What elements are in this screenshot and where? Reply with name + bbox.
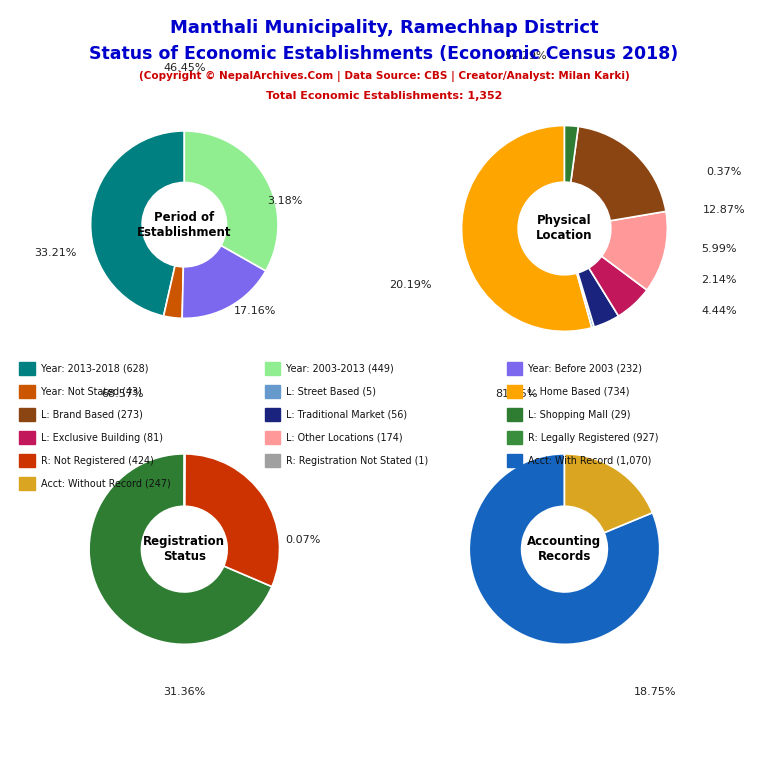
Text: 17.16%: 17.16% xyxy=(233,306,276,316)
Text: 0.37%: 0.37% xyxy=(707,167,742,177)
Wedge shape xyxy=(571,127,666,220)
Wedge shape xyxy=(89,454,272,644)
Wedge shape xyxy=(164,266,184,318)
Wedge shape xyxy=(184,454,280,587)
Text: 81.25%: 81.25% xyxy=(495,389,538,399)
Wedge shape xyxy=(462,125,592,331)
Text: 31.36%: 31.36% xyxy=(163,687,206,697)
Text: Accounting
Records: Accounting Records xyxy=(528,535,601,563)
Text: Year: Not Stated (43): Year: Not Stated (43) xyxy=(41,386,141,397)
Text: L: Street Based (5): L: Street Based (5) xyxy=(286,386,376,397)
Wedge shape xyxy=(91,131,184,316)
Text: 33.21%: 33.21% xyxy=(35,248,77,258)
Text: 0.07%: 0.07% xyxy=(286,535,321,545)
Text: 12.87%: 12.87% xyxy=(703,206,745,216)
Text: 18.75%: 18.75% xyxy=(634,687,676,697)
Text: Acct: With Record (1,070): Acct: With Record (1,070) xyxy=(528,455,652,466)
Text: Year: 2013-2018 (628): Year: 2013-2018 (628) xyxy=(41,363,148,374)
Text: 3.18%: 3.18% xyxy=(267,196,303,207)
Text: 4.44%: 4.44% xyxy=(701,306,737,316)
Wedge shape xyxy=(564,454,653,533)
Text: Year: 2003-2013 (449): Year: 2003-2013 (449) xyxy=(286,363,394,374)
Text: Physical
Location: Physical Location xyxy=(536,214,593,243)
Text: R: Registration Not Stated (1): R: Registration Not Stated (1) xyxy=(286,455,429,466)
Wedge shape xyxy=(601,211,667,290)
Text: 46.45%: 46.45% xyxy=(163,63,206,73)
Text: Period of
Establishment: Period of Establishment xyxy=(137,210,232,239)
Text: Year: Before 2003 (232): Year: Before 2003 (232) xyxy=(528,363,642,374)
Text: 68.57%: 68.57% xyxy=(101,389,144,399)
Wedge shape xyxy=(184,131,278,271)
Wedge shape xyxy=(578,268,618,327)
Text: Status of Economic Establishments (Economic Census 2018): Status of Economic Establishments (Econo… xyxy=(89,45,679,62)
Text: 20.19%: 20.19% xyxy=(389,280,432,290)
Text: Registration
Status: Registration Status xyxy=(144,535,225,563)
Text: Acct: Without Record (247): Acct: Without Record (247) xyxy=(41,478,170,489)
Text: L: Shopping Mall (29): L: Shopping Mall (29) xyxy=(528,409,631,420)
Text: L: Exclusive Building (81): L: Exclusive Building (81) xyxy=(41,432,163,443)
Text: L: Home Based (734): L: Home Based (734) xyxy=(528,386,630,397)
Text: L: Traditional Market (56): L: Traditional Market (56) xyxy=(286,409,408,420)
Text: R: Not Registered (424): R: Not Registered (424) xyxy=(41,455,154,466)
Wedge shape xyxy=(577,273,594,328)
Text: 54.29%: 54.29% xyxy=(505,51,548,61)
Wedge shape xyxy=(182,246,266,318)
Text: Total Economic Establishments: 1,352: Total Economic Establishments: 1,352 xyxy=(266,91,502,101)
Text: 5.99%: 5.99% xyxy=(701,244,737,254)
Text: R: Legally Registered (927): R: Legally Registered (927) xyxy=(528,432,659,443)
Wedge shape xyxy=(469,454,660,644)
Text: (Copyright © NepalArchives.Com | Data Source: CBS | Creator/Analyst: Milan Karki: (Copyright © NepalArchives.Com | Data So… xyxy=(139,71,629,81)
Wedge shape xyxy=(564,125,578,183)
Wedge shape xyxy=(589,257,647,316)
Text: L: Other Locations (174): L: Other Locations (174) xyxy=(286,432,403,443)
Text: 2.14%: 2.14% xyxy=(701,275,737,285)
Text: L: Brand Based (273): L: Brand Based (273) xyxy=(41,409,143,420)
Text: Manthali Municipality, Ramechhap District: Manthali Municipality, Ramechhap Distric… xyxy=(170,19,598,37)
